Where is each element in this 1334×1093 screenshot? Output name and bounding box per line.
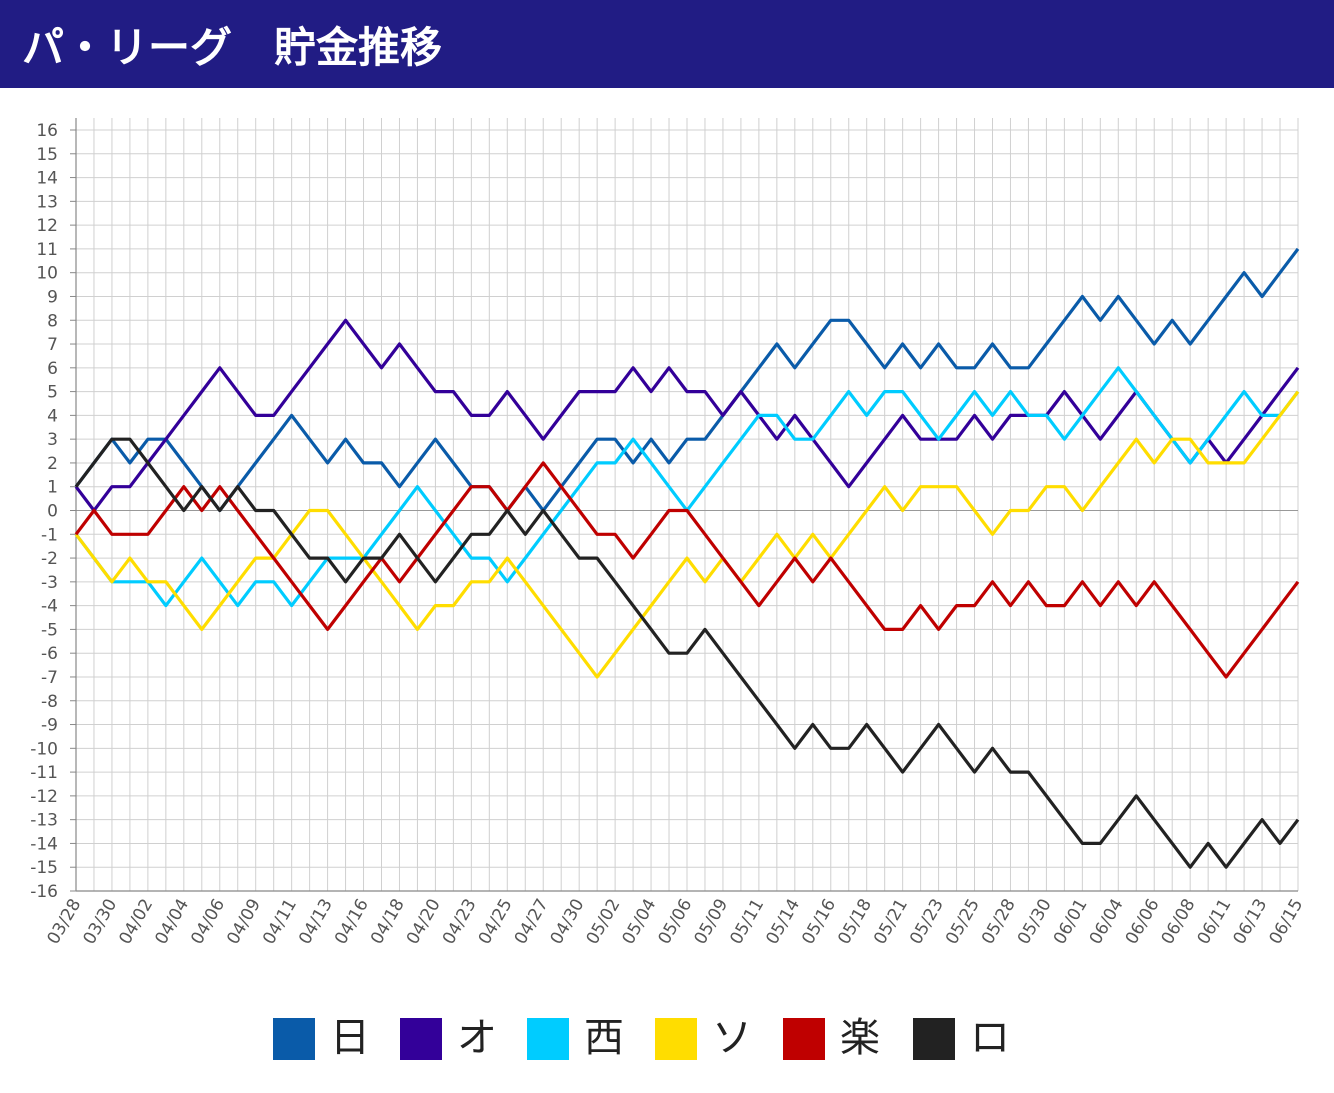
x-tick-label: 04/23 (439, 896, 481, 948)
y-tick-label: 4 (47, 406, 58, 426)
header-bar: パ・リーグ 貯金推移 (0, 0, 1334, 88)
y-tick-label: -5 (41, 620, 58, 640)
y-tick-label: -16 (30, 882, 58, 902)
x-tick-label: 04/30 (547, 896, 589, 948)
y-tick-label: -14 (30, 834, 58, 854)
x-tick-label: 04/25 (475, 896, 517, 948)
y-tick-label: 8 (47, 311, 58, 331)
y-tick-label: 5 (47, 383, 58, 403)
x-tick-label: 03/28 (44, 896, 86, 948)
x-tick-label: 04/06 (187, 896, 229, 948)
series-line (74, 318, 1300, 513)
y-tick-label: -3 (41, 573, 58, 593)
x-tick-label: 03/30 (79, 896, 121, 948)
x-tick-label: 05/06 (655, 896, 697, 948)
y-tick-label: 1 (47, 478, 58, 498)
x-tick-label: 04/20 (403, 896, 445, 948)
legend-swatch (913, 1018, 955, 1060)
x-tick-label: 05/09 (690, 896, 732, 948)
legend-label: 西 (584, 1015, 624, 1061)
x-tick-label: 06/04 (1086, 896, 1128, 948)
x-tick-label: 06/11 (1194, 896, 1236, 948)
y-tick-label: -8 (41, 692, 58, 712)
y-tick-label: -13 (30, 811, 58, 831)
x-tick-label: 04/18 (367, 896, 409, 948)
y-tick-label: 12 (36, 216, 58, 236)
x-tick-label: 05/30 (1014, 896, 1056, 948)
x-tick-label: 05/23 (906, 896, 948, 948)
chart: -16-15-14-13-12-11-10-9-8-7-6-5-4-3-2-10… (30, 118, 1308, 1061)
x-tick-label: 05/02 (583, 896, 625, 948)
legend-label: 日 (330, 1015, 370, 1061)
y-tick-label: 15 (36, 145, 58, 165)
legend-swatch (400, 1018, 442, 1060)
y-tick-label: -2 (41, 549, 58, 569)
x-tick-label: 05/04 (619, 896, 661, 948)
y-tick-label: -11 (30, 763, 58, 783)
x-tick-label: 05/11 (726, 896, 768, 948)
legend-swatch (655, 1018, 697, 1060)
y-tick-label: 14 (36, 169, 58, 189)
x-tick-label: 04/13 (295, 896, 337, 948)
y-tick-label: 11 (36, 240, 58, 260)
y-tick-label: 0 (47, 502, 58, 522)
x-tick-label: 04/09 (223, 896, 265, 948)
x-tick-label: 06/08 (1158, 896, 1200, 948)
y-tick-label: 16 (36, 121, 58, 141)
legend-swatch (527, 1018, 569, 1060)
series-line (74, 390, 1300, 679)
x-tick-label: 05/18 (834, 896, 876, 948)
y-tick-label: 9 (47, 287, 58, 307)
x-tick-label: 06/13 (1230, 896, 1272, 948)
y-tick-label: -9 (41, 716, 58, 736)
y-tick-label: -12 (30, 787, 58, 807)
x-tick-label: 05/16 (798, 896, 840, 948)
y-tick-label: 3 (47, 430, 58, 450)
legend-label: ロ (970, 1015, 1010, 1061)
series-line (74, 437, 1300, 869)
x-tick-label: 05/28 (978, 896, 1020, 948)
y-tick-label: 6 (47, 359, 58, 379)
x-tick-label: 04/27 (511, 896, 553, 948)
y-tick-label: 2 (47, 454, 58, 474)
y-tick-label: -4 (41, 597, 58, 617)
legend-swatch (783, 1018, 825, 1060)
y-tick-label: -15 (30, 858, 58, 878)
x-tick-label: 05/14 (762, 896, 804, 948)
y-tick-label: -1 (41, 525, 58, 545)
y-tick-label: -7 (41, 668, 58, 688)
y-tick-label: -6 (41, 644, 58, 664)
y-tick-label: 10 (36, 264, 58, 284)
y-tick-label: -10 (30, 739, 58, 759)
x-tick-label: 04/16 (331, 896, 373, 948)
legend-label: ソ (712, 1015, 752, 1061)
x-tick-label: 06/01 (1050, 896, 1092, 948)
x-tick-label: 04/11 (259, 896, 301, 948)
legend-label: オ (457, 1015, 497, 1061)
chart-title: パ・リーグ 貯金推移 (22, 23, 443, 72)
x-tick-label: 04/04 (151, 896, 193, 948)
legend-swatch (273, 1018, 315, 1060)
x-tick-label: 06/06 (1122, 896, 1164, 948)
x-tick-label: 04/02 (115, 896, 157, 948)
x-tick-label: 06/15 (1266, 896, 1308, 948)
series-line (74, 247, 1300, 513)
legend-label: 楽 (840, 1015, 880, 1061)
y-tick-label: 7 (47, 335, 58, 355)
x-tick-label: 05/25 (942, 896, 984, 948)
x-tick-label: 05/21 (870, 896, 912, 948)
y-tick-label: 13 (36, 192, 58, 212)
series-line (74, 461, 1300, 679)
